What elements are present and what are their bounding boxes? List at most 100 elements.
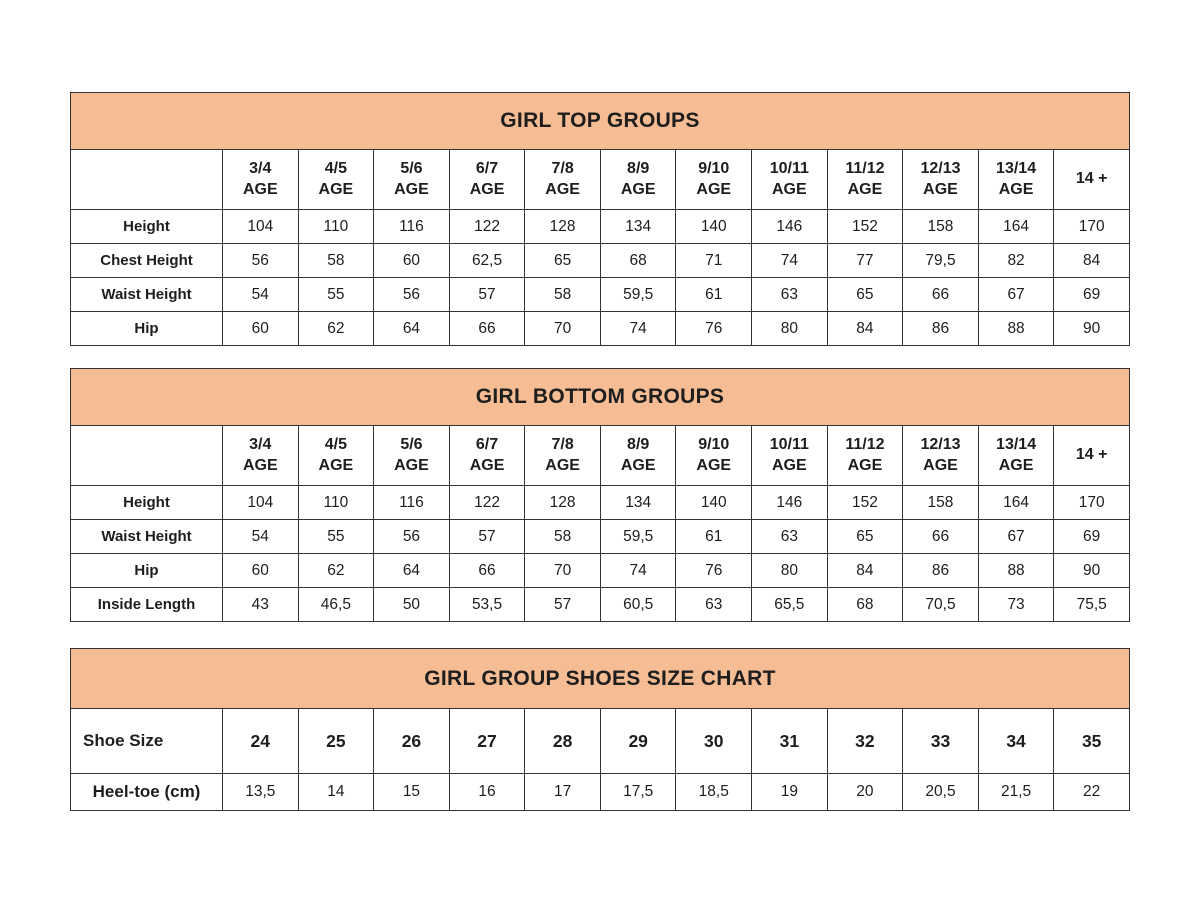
column-header: 3/4 AGE (222, 149, 299, 210)
column-header: 35 (1053, 708, 1130, 774)
cell-value: 60,5 (599, 587, 677, 622)
column-header: 6/7 AGE (448, 425, 526, 486)
title-row: GIRL TOP GROUPS (70, 92, 1130, 150)
cell-value: 63 (675, 587, 753, 622)
cell-value: 13,5 (222, 773, 299, 811)
cell-value: 58 (524, 277, 601, 312)
column-header: 13/14 AGE (977, 425, 1055, 486)
cell-value: 76 (675, 311, 753, 346)
table-title: GIRL BOTTOM GROUPS (70, 368, 1130, 426)
title-row: GIRL GROUP SHOES SIZE CHART (70, 648, 1130, 709)
cell-value: 57 (448, 277, 526, 312)
column-header: 10/11 AGE (751, 149, 828, 210)
row-label: Hip (70, 553, 223, 588)
column-header: 30 (675, 708, 753, 774)
column-header: 4/5 AGE (297, 149, 375, 210)
cell-value: 56 (222, 243, 299, 278)
cell-value: 104 (222, 485, 299, 520)
column-header: 6/7 AGE (448, 149, 526, 210)
column-header: 27 (448, 708, 526, 774)
cell-value: 64 (373, 553, 450, 588)
cell-value: 75,5 (1053, 587, 1130, 622)
cell-value: 90 (1053, 553, 1130, 588)
girl-bottom-groups-table: GIRL BOTTOM GROUPS 3/4 AGE 4/5 AGE 5/6 AGE… (70, 368, 1130, 622)
cell-value: 61 (675, 277, 753, 312)
cell-value: 134 (599, 209, 677, 244)
cell-value: 55 (297, 519, 375, 554)
cell-value: 14 (297, 773, 375, 811)
cell-value: 54 (222, 277, 299, 312)
cell-value: 134 (599, 485, 677, 520)
cell-value: 170 (1053, 209, 1130, 244)
header-row: 3/4 AGE 4/5 AGE 5/6 AGE 6/7 AGE 7/8 AGE 8/9 A… (70, 425, 1130, 486)
cell-value: 19 (751, 773, 828, 811)
row-label: Chest Height (70, 243, 223, 278)
cell-value: 53,5 (448, 587, 526, 622)
cell-value: 62 (297, 553, 375, 588)
cell-value: 15 (373, 773, 450, 811)
column-header: 12/13 AGE (902, 149, 979, 210)
cell-value: 66 (448, 553, 526, 588)
cell-value: 77 (826, 243, 904, 278)
cell-value: 65,5 (751, 587, 828, 622)
table-row: Waist Height 54 55 56 57 58 59,5 61 63 65 66 67 69 (70, 519, 1130, 554)
row-label: Waist Height (70, 277, 223, 312)
column-header: 3/4 AGE (222, 425, 299, 486)
column-header: 5/6 AGE (373, 149, 450, 210)
cell-value: 56 (373, 519, 450, 554)
cell-value: 73 (977, 587, 1055, 622)
cell-value: 62 (297, 311, 375, 346)
cell-value: 74 (599, 553, 677, 588)
column-header: 7/8 AGE (524, 149, 601, 210)
cell-value: 84 (826, 311, 904, 346)
cell-value: 146 (751, 485, 828, 520)
cell-value: 122 (448, 485, 526, 520)
cell-value: 60 (373, 243, 450, 278)
column-header: 10/11 AGE (751, 425, 828, 486)
column-header: 9/10 AGE (675, 149, 753, 210)
column-header: 31 (751, 708, 828, 774)
cell-value: 55 (297, 277, 375, 312)
cell-value: 74 (751, 243, 828, 278)
column-header: 8/9 AGE (599, 149, 677, 210)
cell-value: 140 (675, 209, 753, 244)
cell-value: 86 (902, 311, 979, 346)
cell-value: 82 (977, 243, 1055, 278)
cell-value: 61 (675, 519, 753, 554)
cell-value: 80 (751, 553, 828, 588)
cell-value: 79,5 (902, 243, 979, 278)
column-header: 14 + (1053, 425, 1130, 486)
column-header: 29 (599, 708, 677, 774)
column-header: 8/9 AGE (599, 425, 677, 486)
cell-value: 54 (222, 519, 299, 554)
table-row: Hip 60 62 64 66 70 74 76 80 84 86 88 90 (70, 553, 1130, 588)
cell-value: 116 (373, 485, 450, 520)
cell-value: 65 (524, 243, 601, 278)
cell-value: 70 (524, 553, 601, 588)
row-label: Waist Height (70, 519, 223, 554)
cell-value: 64 (373, 311, 450, 346)
girl-top-groups-table: GIRL TOP GROUPS 3/4 AGE 4/5 AGE 5/6 AGE 6/7… (70, 92, 1130, 346)
cell-value: 46,5 (297, 587, 375, 622)
cell-value: 50 (373, 587, 450, 622)
table-row: Height 104 110 116 122 128 134 140 146 152 158 164 1… (70, 485, 1130, 520)
cell-value: 80 (751, 311, 828, 346)
column-header: 14 + (1053, 149, 1130, 210)
cell-value: 58 (297, 243, 375, 278)
cell-value: 62,5 (448, 243, 526, 278)
cell-value: 71 (675, 243, 753, 278)
cell-value: 57 (524, 587, 601, 622)
column-header: 26 (373, 708, 450, 774)
table-row: Hip 60 62 64 66 70 74 76 80 84 86 88 90 (70, 311, 1130, 346)
cell-value: 90 (1053, 311, 1130, 346)
cell-value: 128 (524, 485, 601, 520)
cell-value: 158 (902, 485, 979, 520)
cell-value: 76 (675, 553, 753, 588)
title-row: GIRL BOTTOM GROUPS (70, 368, 1130, 426)
cell-value: 58 (524, 519, 601, 554)
cell-value: 152 (826, 209, 904, 244)
cell-value: 104 (222, 209, 299, 244)
cell-value: 59,5 (599, 277, 677, 312)
cell-value: 110 (297, 209, 375, 244)
